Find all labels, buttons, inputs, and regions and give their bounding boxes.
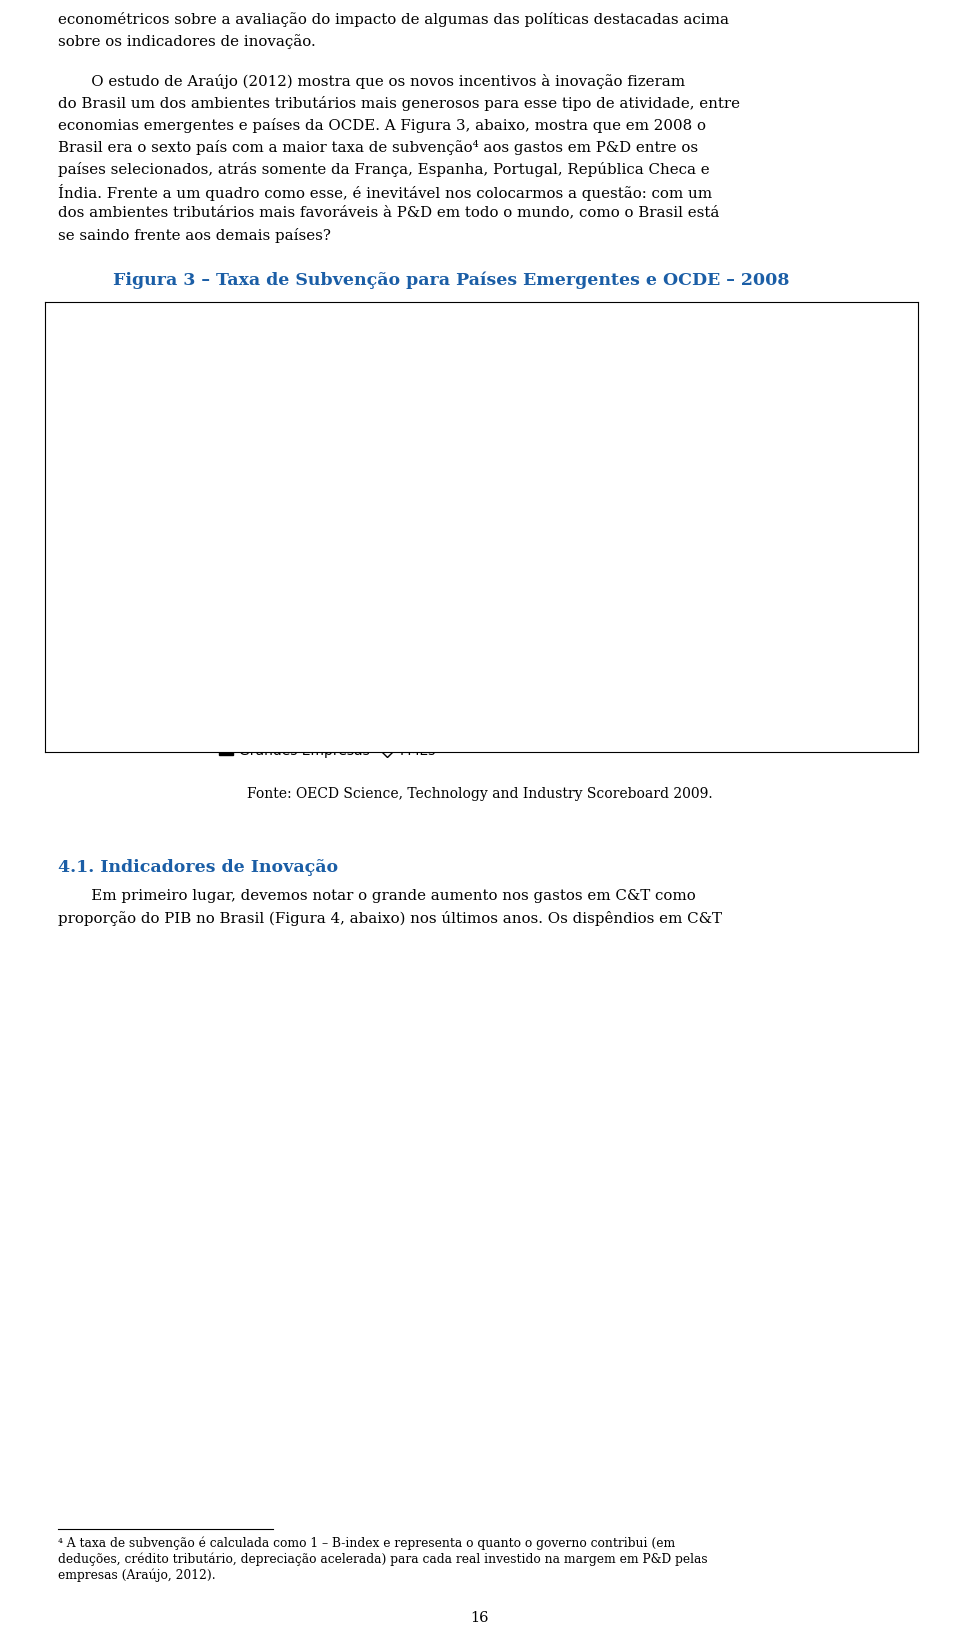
Bar — [299, 464, 313, 539]
Bar — [849, 539, 863, 544]
Bar — [255, 453, 270, 539]
Bar — [108, 366, 122, 539]
Bar — [701, 539, 715, 544]
Bar — [425, 497, 440, 539]
Bar — [489, 497, 503, 539]
Bar — [722, 539, 736, 544]
Text: empresas (Araújo, 2012).: empresas (Araújo, 2012). — [58, 1570, 216, 1583]
Bar — [129, 395, 143, 539]
Text: do Brasil um dos ambientes tributários mais generosos para esse tipo de atividad: do Brasil um dos ambientes tributários m… — [58, 96, 740, 110]
Text: Brasil era o sexto país com a maior taxa de subvenção⁴ aos gastos em P&D entre o: Brasil era o sexto país com a maior taxa… — [58, 140, 698, 155]
Text: econométricos sobre a avaliação do impacto de algumas das políticas destacadas a: econométricos sobre a avaliação do impac… — [58, 12, 729, 26]
Bar — [828, 539, 842, 544]
Text: Em primeiro lugar, devemos notar o grande aumento nos gastos em C&T como: Em primeiro lugar, devemos notar o grand… — [58, 889, 696, 903]
Bar — [150, 420, 164, 539]
Bar — [446, 497, 461, 539]
Bar — [743, 539, 757, 544]
Bar — [531, 502, 545, 539]
Text: sobre os indicadores de inovação.: sobre os indicadores de inovação. — [58, 35, 316, 49]
Bar — [680, 539, 694, 544]
Bar — [320, 486, 334, 539]
Text: economias emergentes e países da OCDE. A Figura 3, abaixo, mostra que em 2008 o: economias emergentes e países da OCDE. A… — [58, 117, 706, 133]
Text: O estudo de Araújo (2012) mostra que os novos incentivos à inovação fizeram: O estudo de Araújo (2012) mostra que os … — [58, 74, 685, 89]
Bar — [510, 497, 524, 539]
Bar — [468, 497, 482, 539]
Bar — [552, 506, 566, 539]
Bar — [594, 519, 609, 539]
Text: ⁴ A taxa de subvenção é calculada como 1 – B-index e representa o quanto o gover: ⁴ A taxa de subvenção é calculada como 1… — [58, 1537, 675, 1550]
Bar — [806, 539, 821, 544]
Bar — [192, 428, 206, 539]
Bar — [341, 489, 355, 539]
Text: proporção do PIB no Brasil (Figura 4, abaixo) nos últimos anos. Os dispêndios em: proporção do PIB no Brasil (Figura 4, ab… — [58, 911, 722, 926]
Bar — [785, 539, 800, 544]
Bar — [573, 511, 588, 539]
Legend: Grandes Empresas, PMEs: Grandes Empresas, PMEs — [219, 744, 436, 758]
Bar — [234, 448, 249, 539]
Bar — [383, 494, 397, 539]
Text: Fonte: OECD Science, Technology and Industry Scoreboard 2009.: Fonte: OECD Science, Technology and Indu… — [247, 787, 713, 800]
Bar — [870, 539, 884, 544]
Text: se saindo frente aos demais países?: se saindo frente aos demais países? — [58, 227, 331, 242]
Text: 4.1. Indicadores de Inovação: 4.1. Indicadores de Inovação — [58, 860, 338, 876]
Bar — [891, 539, 905, 544]
Bar — [277, 461, 292, 539]
Text: países selecionados, atrás somente da França, Espanha, Portugal, República Checa: países selecionados, atrás somente da Fr… — [58, 161, 709, 176]
Text: Índia. Frente a um quadro como esse, é inevitável nos colocarmos a questão: com : Índia. Frente a um quadro como esse, é i… — [58, 183, 712, 201]
Text: dos ambientes tributários mais favoráveis à P&D em todo o mundo, como o Brasil e: dos ambientes tributários mais favorávei… — [58, 206, 719, 219]
Bar — [213, 428, 228, 539]
Bar — [171, 423, 185, 539]
Bar — [362, 494, 376, 539]
Bar — [764, 539, 779, 544]
Bar — [404, 494, 419, 539]
Text: Figura 3 – Taxa de Subvenção para Países Emergentes e OCDE – 2008: Figura 3 – Taxa de Subvenção para Países… — [113, 272, 789, 290]
Text: 16: 16 — [470, 1611, 490, 1626]
Text: deduções, crédito tributário, depreciação acelerada) para cada real investido na: deduções, crédito tributário, depreciaçã… — [58, 1553, 708, 1566]
Bar — [636, 535, 651, 539]
